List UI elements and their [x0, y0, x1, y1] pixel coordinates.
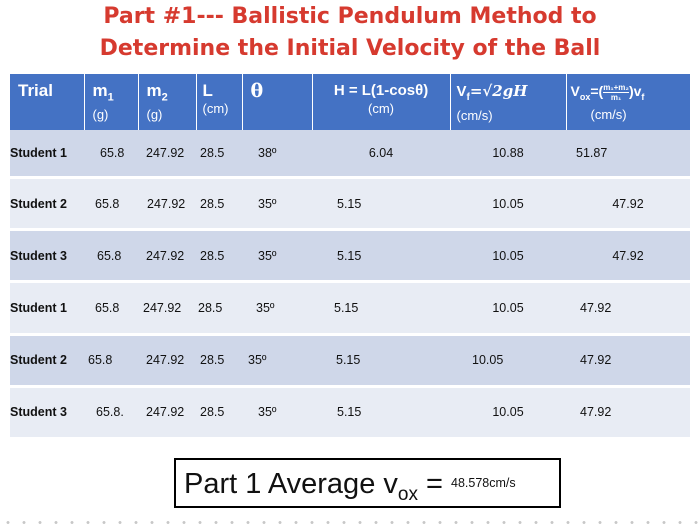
cell-vox: 47.92: [566, 229, 690, 284]
header-vox: Vox=(m₁+m₂ m₁)vf (cm/s): [566, 74, 690, 130]
cell-length: 28.5: [196, 130, 242, 180]
header-length: L (cm): [196, 74, 243, 130]
cell-m2: 247.92: [138, 386, 196, 441]
header-theta: θ: [242, 74, 313, 130]
cell-m2: 247.92: [138, 281, 196, 336]
average-value: 48.578cm/s: [451, 476, 516, 490]
table-row: Student 1 65.8 247.92 28.5 38º 6.04 10.8…: [10, 130, 690, 180]
cell-m2: 247.92: [138, 334, 196, 388]
header-row: Trial m1 (g) m2 (g) L (cm) θ H = L(1-cos…: [10, 74, 690, 130]
average-result-box: Part 1 Average vox = 48.578cm/s: [174, 458, 561, 508]
header-m2: m2 (g): [138, 74, 197, 130]
cell-theta: 35º: [242, 177, 312, 232]
data-table: Trial m1 (g) m2 (g) L (cm) θ H = L(1-cos…: [10, 74, 690, 441]
average-result-text: Part 1 Average vox = 48.578cm/s: [184, 468, 516, 505]
cell-m2: 247.92: [138, 177, 196, 232]
table-row: Student 2 65.8 247.92 28.5 35º 5.15 10.0…: [10, 334, 690, 388]
cell-m1: 65.8: [84, 281, 138, 336]
cell-length: 28.5: [196, 386, 242, 441]
cell-vf: 10.05: [450, 229, 566, 284]
title-line-2: Determine the Initial Velocity of the Ba…: [99, 36, 601, 61]
decorative-dotted-border: [0, 517, 700, 528]
cell-m1: 65.8: [84, 177, 138, 232]
table-row: Student 1 65.8 247.92 28.5 35º 5.15 10.0…: [10, 281, 690, 336]
cell-m1: 65.8: [84, 130, 138, 180]
cell-height: 5.15: [312, 177, 450, 232]
cell-vox: 47.92: [566, 386, 690, 441]
cell-vox: 47.92: [566, 177, 690, 232]
cell-vox: 47.92: [566, 334, 690, 388]
cell-trial: Student 3: [10, 386, 84, 441]
cell-theta: 35º: [242, 334, 312, 388]
cell-theta: 35º: [242, 229, 312, 284]
cell-m1: 65.8: [84, 334, 138, 388]
cell-height: 5.15: [312, 229, 450, 284]
header-trial: Trial: [10, 74, 85, 130]
header-m1: m1 (g): [84, 74, 139, 130]
cell-height: 5.15: [312, 281, 450, 336]
cell-height: 6.04: [312, 130, 450, 180]
cell-length: 28.5: [196, 281, 242, 336]
table-row: Student 3 65.8 247.92 28.5 35º 5.15 10.0…: [10, 229, 690, 284]
cell-theta: 35º: [242, 281, 312, 336]
cell-trial: Student 2: [10, 334, 84, 388]
table-row: Student 3 65.8. 247.92 28.5 35º 5.15 10.…: [10, 386, 690, 441]
cell-vf: 10.05: [450, 334, 566, 388]
cell-trial: Student 1: [10, 281, 84, 336]
cell-m2: 247.92: [138, 130, 196, 180]
cell-m1: 65.8.: [84, 386, 138, 441]
cell-trial: Student 3: [10, 229, 84, 284]
cell-m2: 247.92: [138, 229, 196, 284]
header-vf: Vf=√2gH (cm/s): [450, 74, 567, 130]
cell-trial: Student 2: [10, 177, 84, 232]
cell-vf: 10.05: [450, 281, 566, 336]
cell-vf: 10.05: [450, 177, 566, 232]
cell-height: 5.15: [312, 386, 450, 441]
cell-length: 28.5: [196, 334, 242, 388]
cell-m1: 65.8: [84, 229, 138, 284]
cell-length: 28.5: [196, 229, 242, 284]
cell-vox: 47.92: [566, 281, 690, 336]
cell-vox: 51.87: [566, 130, 690, 180]
cell-vf: 10.88: [450, 130, 566, 180]
cell-trial: Student 1: [10, 130, 84, 180]
header-height: H = L(1-cosθ) (cm): [312, 74, 451, 130]
title-line-1: Part #1--- Ballistic Pendulum Method to: [103, 4, 597, 29]
cell-theta: 38º: [242, 130, 312, 180]
cell-theta: 35º: [242, 386, 312, 441]
table-row: Student 2 65.8 247.92 28.5 35º 5.15 10.0…: [10, 177, 690, 232]
cell-height: 5.15: [312, 334, 450, 388]
cell-length: 28.5: [196, 177, 242, 232]
cell-vf: 10.05: [450, 386, 566, 441]
